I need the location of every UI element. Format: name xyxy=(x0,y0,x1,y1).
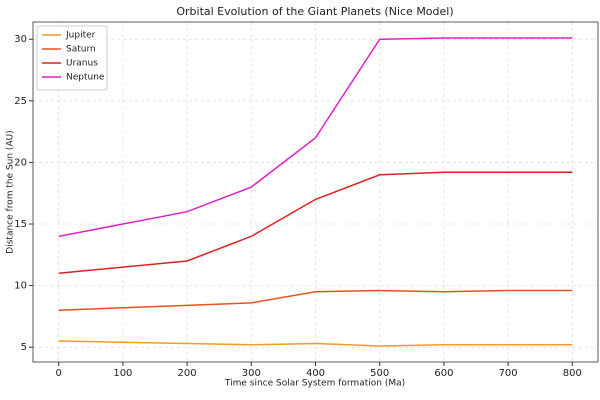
x-tick-label: 300 xyxy=(242,368,261,379)
x-tick-label: 700 xyxy=(499,368,518,379)
x-tick-label: 0 xyxy=(55,368,61,379)
x-tick-label: 400 xyxy=(306,368,325,379)
y-tick-label: 10 xyxy=(14,281,27,292)
series-line xyxy=(58,37,573,238)
y-tick-label: 5 xyxy=(21,342,27,353)
y-tick-label: 25 xyxy=(14,96,27,107)
y-tick-label: 15 xyxy=(14,219,27,230)
legend-box xyxy=(36,25,108,91)
series-line xyxy=(58,340,573,347)
x-tick-label: 800 xyxy=(563,368,582,379)
y-tick-label: 20 xyxy=(14,157,27,168)
x-tick-label: 100 xyxy=(113,368,132,379)
legend: Jupiter Saturn Uranus Neptune xyxy=(36,25,108,91)
x-tick-label: 200 xyxy=(178,368,197,379)
legend-label: Uranus xyxy=(66,59,98,69)
y-axis-label: Distance from the Sun (AU) xyxy=(6,130,16,253)
x-tick-label: 500 xyxy=(370,368,389,379)
plot-frame xyxy=(32,21,599,363)
series-line xyxy=(58,171,573,275)
y-tick-label: 30 xyxy=(14,34,27,45)
legend-label: Jupiter xyxy=(65,31,96,41)
series-line xyxy=(58,289,573,312)
x-tick-label: 600 xyxy=(434,368,453,379)
x-axis-label: Time since Solar System formation (Ma) xyxy=(224,379,405,389)
chart-title: Orbital Evolution of the Giant Planets (… xyxy=(176,5,453,18)
legend-label: Saturn xyxy=(66,45,96,55)
legend-label: Neptune xyxy=(66,73,105,83)
